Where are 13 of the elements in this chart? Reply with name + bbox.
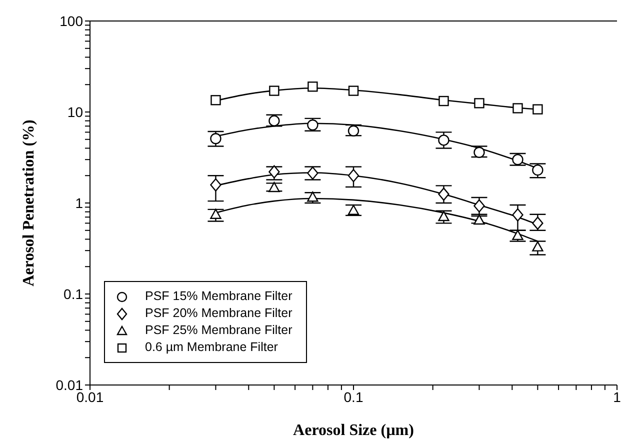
x-axis-title: Aerosol Size (µm) <box>293 422 414 439</box>
y-tick-label: 10 <box>67 104 84 120</box>
x-tick-label: 0.1 <box>344 388 364 405</box>
y-tick-label: 0.01 <box>56 376 84 393</box>
legend-label: PSF 20% Membrane Filter <box>145 305 292 322</box>
y-axis-title: Aerosol Penetration (%) <box>20 120 38 286</box>
legend-label: PSF 25% Membrane Filter <box>145 322 292 339</box>
y-tick-label: 100 <box>60 12 84 29</box>
y-tick-label: 1 <box>75 194 84 211</box>
y-tick-label: 0.1 <box>64 286 84 302</box>
x-tick-label: 1 <box>613 388 622 405</box>
legend-label: 0.6 µm Membrane Filter <box>145 339 278 356</box>
legend-label: PSF 15% Membrane Filter <box>145 288 292 305</box>
